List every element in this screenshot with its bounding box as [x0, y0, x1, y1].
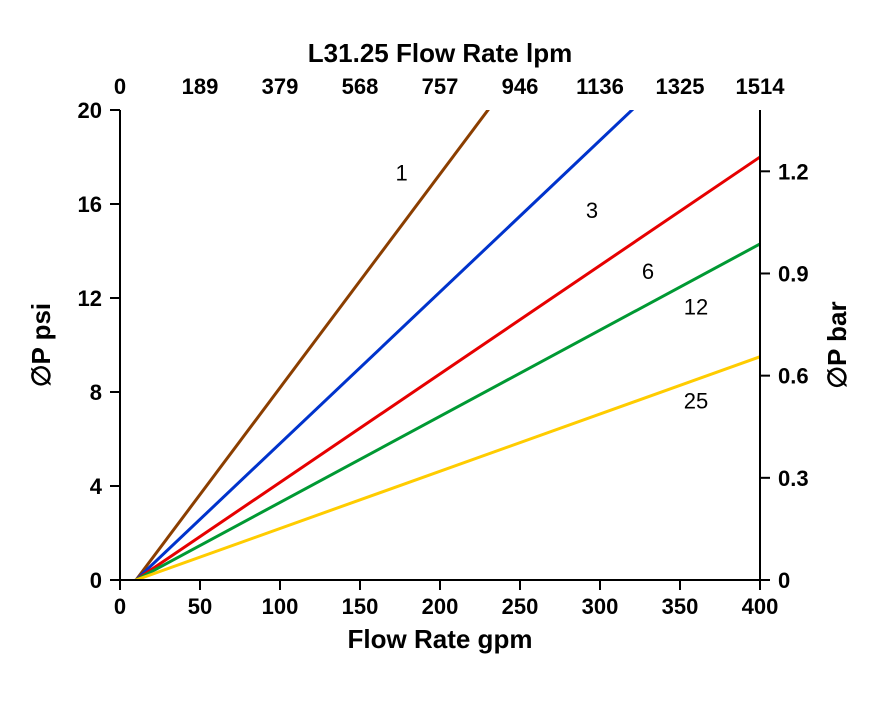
x-bottom-title: Flow Rate gpm	[348, 624, 533, 654]
x-top-tick-label: 379	[262, 74, 299, 99]
x-top-tick-label: 1325	[656, 74, 705, 99]
x-top-tick-label: 757	[422, 74, 459, 99]
x-bottom-tick-label: 0	[114, 594, 126, 619]
x-bottom-tick-label: 250	[502, 594, 539, 619]
x-top-tick-label: 0	[114, 74, 126, 99]
y-right-tick-label: 0.3	[778, 466, 809, 491]
y-right-tick-label: 0	[778, 568, 790, 593]
x-top-title: L31.25 Flow Rate lpm	[308, 38, 572, 68]
x-bottom-tick-label: 300	[582, 594, 619, 619]
chart-container: 050100150200250300350400Flow Rate gpm018…	[0, 0, 886, 702]
y-left-tick-label: 20	[78, 98, 102, 123]
series-label-12: 12	[684, 294, 708, 319]
x-top-tick-label: 946	[502, 74, 539, 99]
x-bottom-tick-label: 50	[188, 594, 212, 619]
flow-rate-chart: 050100150200250300350400Flow Rate gpm018…	[0, 0, 886, 702]
y-right-tick-label: 0.6	[778, 364, 809, 389]
y-left-tick-label: 0	[90, 568, 102, 593]
y-left-tick-label: 4	[90, 474, 103, 499]
series-label-1: 1	[395, 161, 407, 186]
x-top-tick-label: 189	[182, 74, 219, 99]
x-bottom-tick-label: 100	[262, 594, 299, 619]
y-right-title: ∅P bar	[822, 301, 852, 388]
y-left-tick-label: 16	[78, 192, 102, 217]
x-top-tick-label: 568	[342, 74, 379, 99]
x-bottom-tick-label: 350	[662, 594, 699, 619]
y-right-tick-label: 0.9	[778, 261, 809, 286]
y-right-tick-label: 1.2	[778, 159, 809, 184]
x-top-tick-label: 1136	[576, 74, 624, 99]
y-left-tick-label: 8	[90, 380, 102, 405]
x-bottom-tick-label: 400	[742, 594, 779, 619]
y-left-tick-label: 12	[78, 286, 102, 311]
x-bottom-tick-label: 150	[342, 594, 379, 619]
x-bottom-tick-label: 200	[422, 594, 459, 619]
x-top-tick-label: 1514	[736, 74, 786, 99]
series-label-6: 6	[642, 259, 654, 284]
y-left-title: ∅P psi	[26, 303, 56, 387]
series-label-3: 3	[586, 198, 598, 223]
series-label-25: 25	[684, 388, 708, 413]
